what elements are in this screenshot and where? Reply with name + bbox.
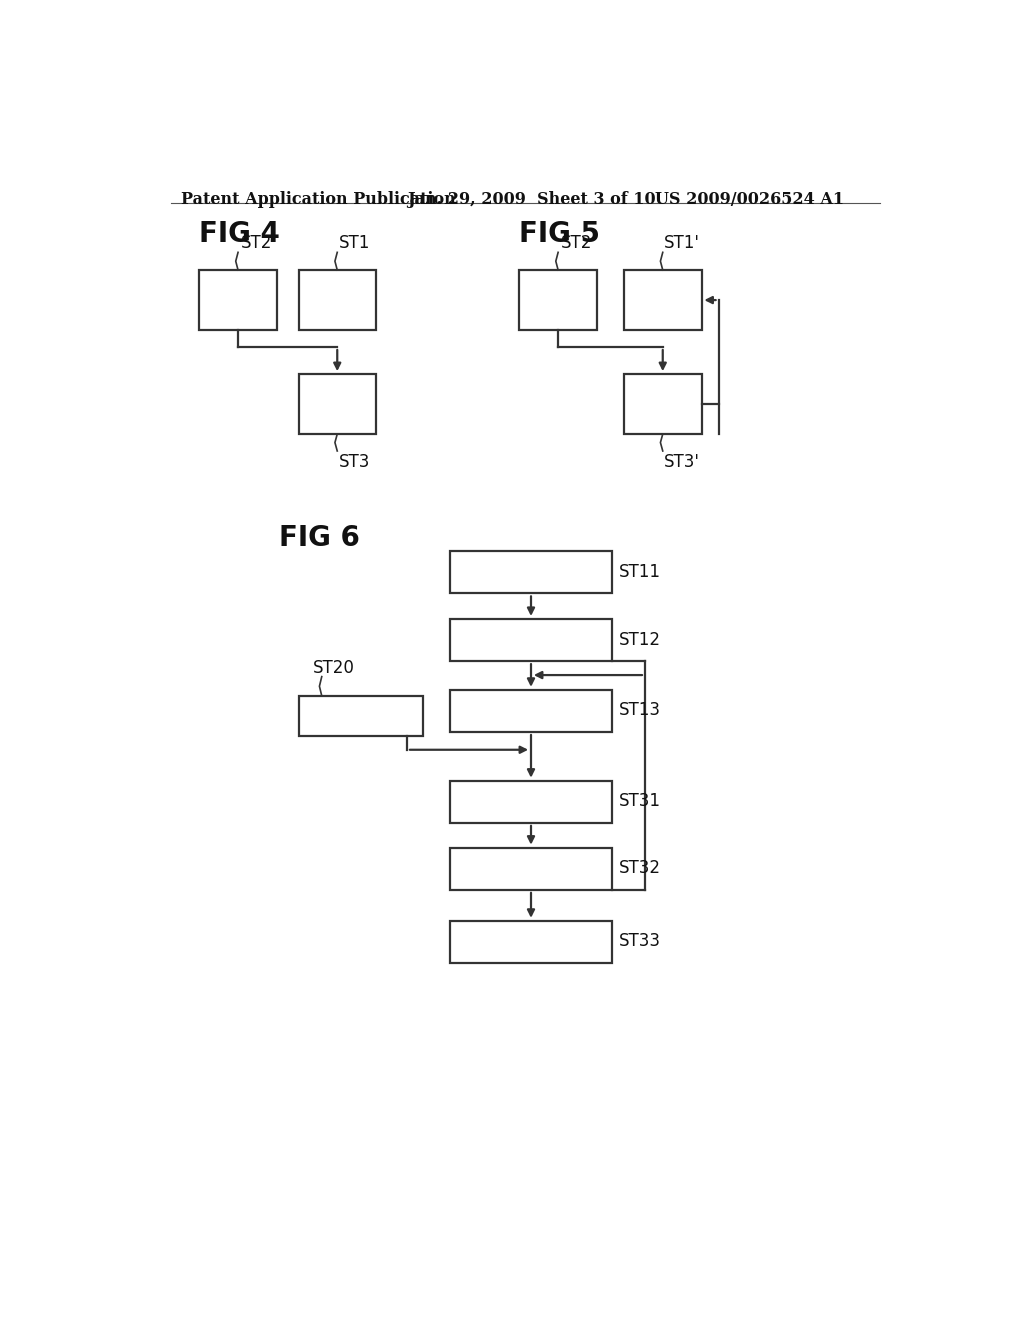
Bar <box>200 271 276 330</box>
Text: FIG 5: FIG 5 <box>519 220 600 248</box>
Bar <box>624 271 701 330</box>
Text: US 2009/0026524 A1: US 2009/0026524 A1 <box>655 191 844 207</box>
Text: ST3': ST3' <box>665 453 700 471</box>
Text: ST32: ST32 <box>618 859 660 878</box>
Text: ST2: ST2 <box>241 235 272 252</box>
Text: ST13: ST13 <box>618 701 660 719</box>
Text: ST12: ST12 <box>618 631 660 648</box>
Text: ST33: ST33 <box>618 932 660 950</box>
Bar <box>450 780 612 822</box>
Text: Patent Application Publication: Patent Application Publication <box>180 191 456 207</box>
Bar <box>519 271 597 330</box>
Text: Jan. 29, 2009  Sheet 3 of 10: Jan. 29, 2009 Sheet 3 of 10 <box>407 191 655 207</box>
Bar <box>450 921 612 964</box>
Text: ST3: ST3 <box>339 453 370 471</box>
Text: ST11: ST11 <box>618 562 660 581</box>
Bar <box>299 696 423 737</box>
Text: FIG 6: FIG 6 <box>280 524 360 552</box>
Text: ST31: ST31 <box>618 792 660 810</box>
Text: FIG 4: FIG 4 <box>200 220 281 248</box>
Bar <box>450 552 612 594</box>
Bar <box>624 374 701 434</box>
Text: ST1: ST1 <box>339 235 370 252</box>
Text: ST1': ST1' <box>665 235 700 252</box>
Bar <box>450 689 612 733</box>
Bar <box>299 271 376 330</box>
Bar <box>299 374 376 434</box>
Bar <box>450 847 612 890</box>
Text: ST2': ST2' <box>560 235 596 252</box>
Text: ST20: ST20 <box>312 659 354 677</box>
Bar <box>450 619 612 661</box>
